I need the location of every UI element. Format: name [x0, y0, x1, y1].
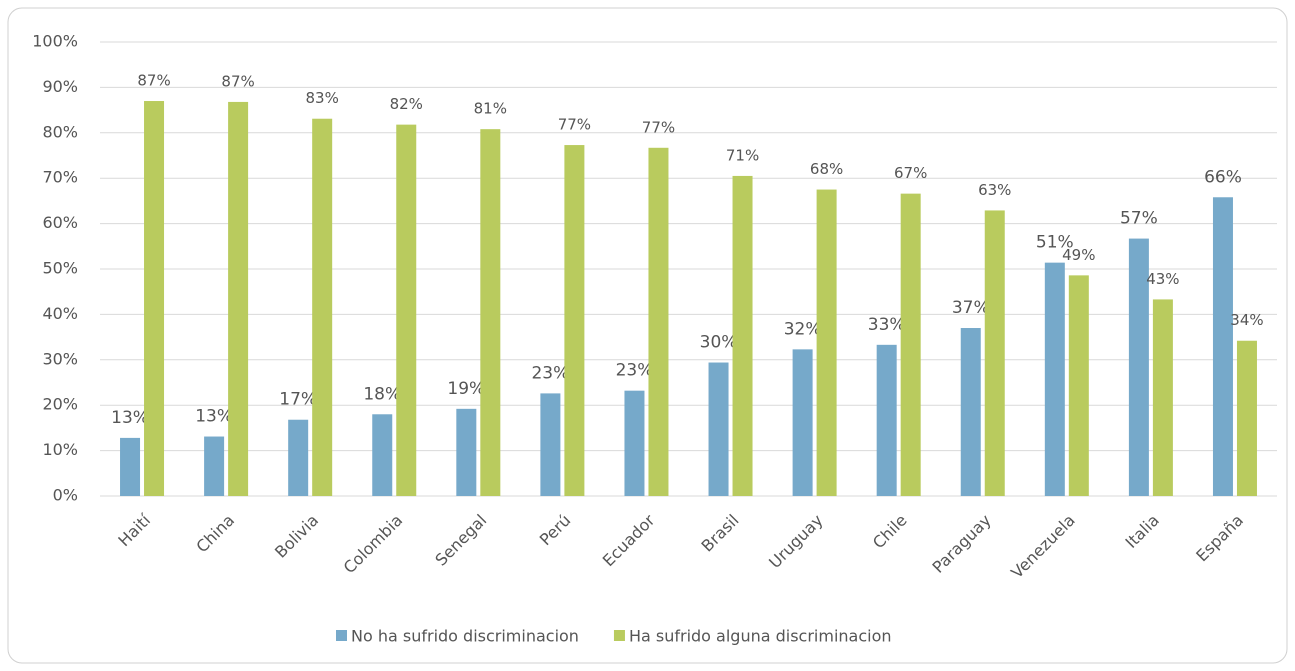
- value-label: 71%: [726, 146, 759, 164]
- value-label: 77%: [558, 116, 591, 134]
- y-tick-label: 30%: [42, 349, 78, 368]
- bar: [228, 101, 249, 496]
- y-tick-label: 50%: [42, 259, 78, 278]
- bar: [732, 175, 753, 496]
- value-label: 19%: [447, 379, 485, 399]
- value-label: 23%: [616, 361, 654, 381]
- bar: [876, 344, 897, 496]
- y-tick-label: 70%: [42, 168, 78, 187]
- y-tick-label: 100%: [32, 32, 78, 51]
- bar: [372, 414, 393, 496]
- legend-label: Ha sufrido alguna discriminacion: [629, 627, 892, 646]
- bar: [708, 362, 729, 496]
- value-label: 87%: [137, 72, 170, 90]
- legend-label: No ha sufrido discriminacion: [351, 627, 579, 646]
- value-label: 57%: [1120, 209, 1158, 229]
- bar: [624, 390, 645, 496]
- y-tick-label: 0%: [53, 486, 78, 505]
- value-label: 67%: [894, 164, 927, 182]
- bar: [288, 419, 309, 496]
- value-label: 68%: [810, 160, 843, 178]
- value-label: 37%: [952, 298, 990, 318]
- legend-swatch: [613, 630, 625, 641]
- bar: [1128, 238, 1149, 496]
- bar: [900, 193, 921, 497]
- bar: [984, 210, 1005, 496]
- value-label: 18%: [363, 384, 401, 404]
- y-tick-label: 40%: [42, 304, 78, 323]
- legend-swatch: [336, 630, 347, 641]
- value-label: 17%: [279, 390, 317, 410]
- bar: [1152, 299, 1173, 496]
- value-label: 43%: [1146, 270, 1179, 288]
- value-label: 13%: [195, 407, 233, 427]
- value-label: 82%: [390, 95, 423, 113]
- value-label: 13%: [111, 408, 149, 428]
- bar: [1212, 197, 1233, 496]
- y-tick-label: 80%: [42, 122, 78, 141]
- value-label: 32%: [784, 319, 822, 339]
- bar: [396, 124, 417, 497]
- value-label: 51%: [1036, 233, 1074, 253]
- bar: [816, 189, 837, 497]
- value-label: 66%: [1204, 167, 1242, 187]
- bar: [312, 118, 333, 496]
- bar: [540, 393, 561, 496]
- bar: [1044, 262, 1065, 496]
- y-tick-label: 10%: [42, 440, 78, 459]
- value-label: 81%: [474, 100, 507, 118]
- bar: [1068, 275, 1089, 496]
- y-tick-label: 20%: [42, 395, 78, 414]
- bar: [120, 437, 141, 496]
- value-label: 23%: [531, 363, 569, 383]
- bar: [144, 101, 165, 497]
- value-label: 77%: [642, 118, 675, 136]
- value-label: 49%: [1062, 246, 1095, 264]
- bar: [204, 436, 225, 496]
- bar: [960, 328, 981, 496]
- value-label: 63%: [978, 181, 1011, 199]
- bar: [564, 145, 585, 497]
- bar: [792, 349, 813, 496]
- value-label: 83%: [306, 89, 339, 107]
- bar: [1236, 340, 1257, 496]
- bar: [648, 147, 669, 497]
- value-label: 30%: [700, 333, 738, 353]
- value-label: 33%: [868, 315, 906, 335]
- chart-frame: [7, 7, 1288, 664]
- bar: [480, 129, 501, 496]
- value-label: 87%: [221, 72, 254, 90]
- y-tick-label: 60%: [42, 213, 78, 232]
- value-label: 34%: [1230, 311, 1263, 329]
- y-tick-label: 90%: [42, 77, 78, 96]
- bar: [456, 408, 477, 496]
